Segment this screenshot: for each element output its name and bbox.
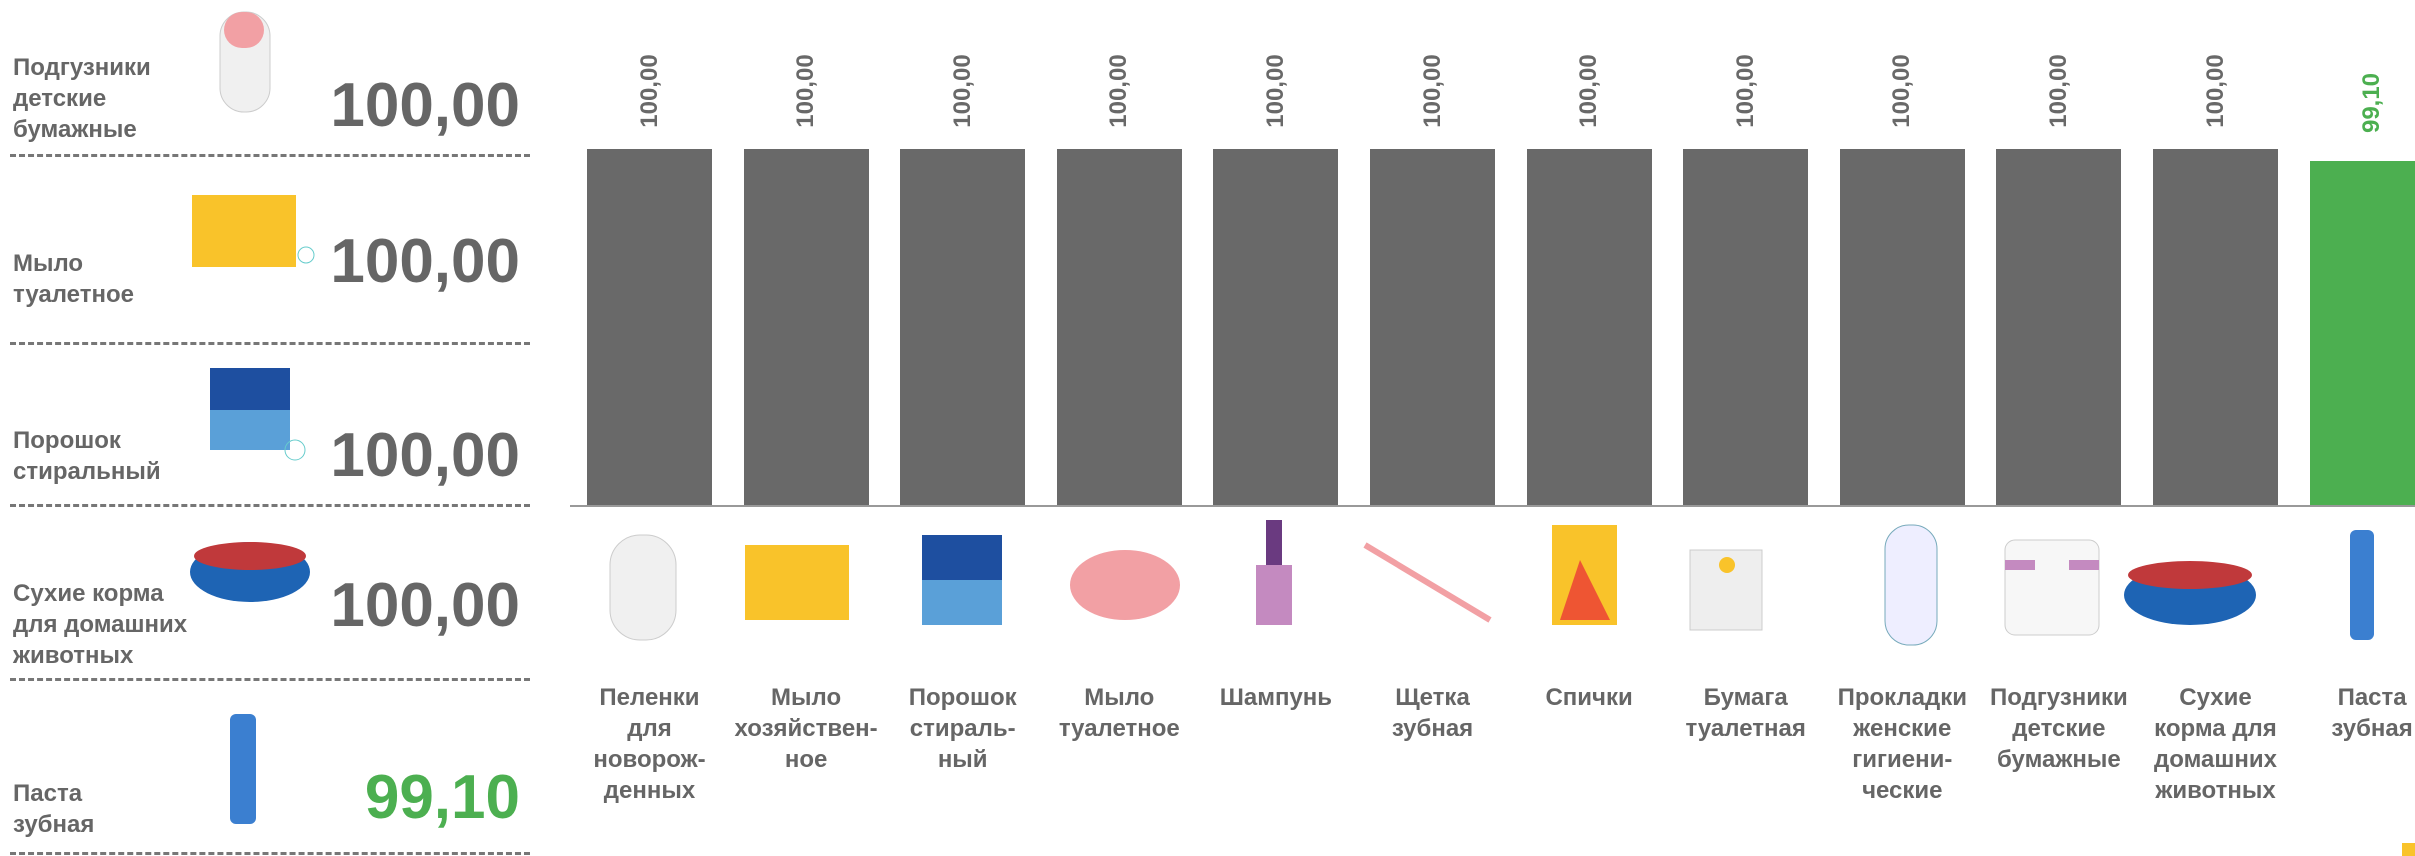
- category-label: Сухие корма для домашних животных: [2154, 684, 2277, 804]
- item-name: Подгузники детские бумажные: [13, 54, 151, 143]
- category-label: Мыло туалетное: [1058, 684, 1180, 742]
- value-label: 99,10: [2358, 73, 2386, 134]
- category-label: Подгузники детские бумажные: [1989, 684, 2128, 773]
- category-label: Щетка зубная: [1391, 684, 1474, 742]
- column-icons: [609, 520, 2374, 646]
- bar: [1683, 149, 1809, 505]
- dash-line: [10, 678, 530, 681]
- value-label: 100,00: [1575, 54, 1603, 128]
- left-icons: [190, 11, 315, 824]
- bar: [1996, 149, 2122, 505]
- item-name: Порошок стиральный: [13, 427, 161, 485]
- bar: [2309, 161, 2415, 505]
- category-label: Спички: [1545, 684, 1633, 711]
- category-label: Прокладки женские гигиени- ческие: [1837, 684, 1968, 804]
- category-label: Бумага туалетная: [1685, 684, 1806, 742]
- dash-line: [10, 504, 530, 507]
- value-label: 100,00: [1105, 54, 1133, 128]
- category-label: Мыло хозяйствен- ное: [734, 684, 878, 773]
- dash-line: [10, 342, 530, 345]
- item-value: 100,00: [330, 571, 520, 640]
- category-label: Шампунь: [1219, 684, 1333, 711]
- value-label: 100,00: [1261, 54, 1289, 128]
- corner-mark: [2402, 843, 2415, 856]
- item-name: Сухие корма для домашних животных: [13, 580, 188, 669]
- item-value: 100,00: [330, 421, 520, 490]
- bar: [900, 149, 1026, 505]
- item-value: 99,10: [364, 763, 520, 832]
- item-value: 100,00: [330, 71, 520, 140]
- axis-line: [570, 505, 2415, 507]
- value-label: 100,00: [2201, 54, 2229, 128]
- dash-line: [10, 852, 530, 855]
- bar: [1839, 149, 1965, 505]
- bar: [1213, 149, 1339, 505]
- item-name: Мыло туалетное: [13, 250, 134, 308]
- bar: [2153, 149, 2278, 505]
- bar: [743, 149, 869, 505]
- bar: [587, 149, 712, 505]
- item-value: 100,00: [330, 227, 520, 296]
- category-label: Паста зубная: [2331, 684, 2413, 742]
- value-label: 100,00: [635, 54, 663, 128]
- bar: [1526, 149, 1652, 505]
- value-label: 100,00: [1888, 54, 1916, 128]
- value-label: 100,00: [2044, 54, 2072, 128]
- bar: [1370, 149, 1495, 505]
- category-label: Порошок стираль- ный: [908, 684, 1017, 773]
- category-label: Пеленки для новорож- денных: [593, 684, 706, 804]
- dash-line: [10, 154, 530, 157]
- value-label: 100,00: [1418, 54, 1446, 128]
- bar: [1056, 149, 1182, 505]
- value-label: 100,00: [948, 54, 976, 128]
- value-label: 100,00: [1731, 54, 1759, 128]
- item-name: Паста зубная: [13, 780, 95, 838]
- value-label: 100,00: [792, 54, 820, 128]
